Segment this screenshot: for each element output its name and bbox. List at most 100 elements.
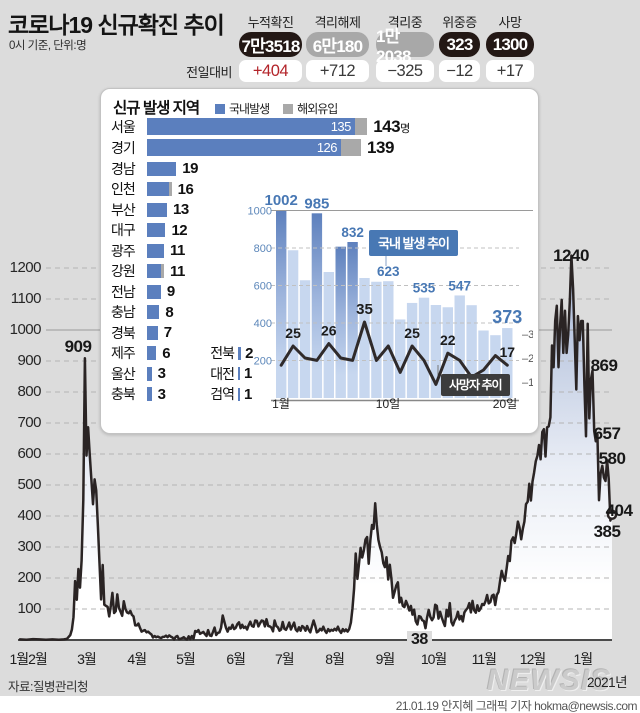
mini-death-label-day-8: 35 bbox=[356, 301, 373, 318]
mini-bar-day-7 bbox=[347, 242, 358, 398]
month-tick-8: 10월 bbox=[420, 651, 447, 667]
region-row-서울: 서울 135 143명 bbox=[111, 117, 531, 136]
mini-death-label-day-12: 25 bbox=[404, 325, 420, 341]
mini-ytick-400: 400 bbox=[254, 318, 272, 330]
newsis-watermark-logo: NEWSIS bbox=[487, 664, 612, 697]
y-tick-1200: 1200 bbox=[9, 259, 42, 276]
domestic-bar-segment bbox=[238, 367, 240, 380]
death-trend-callout: 사망자 추이 bbox=[441, 374, 510, 396]
region-row-대구: 대구 12 bbox=[111, 222, 531, 239]
legend-item-overseas: 해외유입 bbox=[283, 100, 338, 117]
mini-xtick-2: 20일 bbox=[493, 397, 517, 409]
stat-delta-pill-3: −12 bbox=[439, 60, 480, 82]
stat-header-3: 위중증 bbox=[442, 15, 477, 30]
mini-ytick-600: 600 bbox=[254, 281, 272, 293]
mini-bar-day-5 bbox=[323, 272, 334, 398]
mini-right-tick-10: –10 bbox=[522, 377, 533, 389]
region-name: 대전 bbox=[210, 365, 235, 382]
region-total: 139 bbox=[367, 137, 394, 157]
mini-xtick-1: 10일 bbox=[376, 397, 400, 409]
stat-header-0: 누적확진 bbox=[247, 15, 294, 30]
y-tick-1000: 1000 bbox=[9, 321, 42, 338]
month-tick-5: 7월 bbox=[275, 651, 295, 667]
stat-header-1: 격리해제 bbox=[314, 15, 361, 30]
region-name: 인천 bbox=[111, 181, 136, 197]
region-bar bbox=[147, 305, 160, 319]
mini-xtick-0: 1월 bbox=[272, 397, 290, 409]
month-tick-0: 1월2월 bbox=[9, 651, 47, 667]
domestic-bar-segment: 135 bbox=[147, 118, 355, 135]
mini-death-label-day-15: 22 bbox=[440, 332, 456, 348]
region-row-검역: 검역 1 bbox=[198, 386, 318, 403]
month-tick-1: 3월 bbox=[77, 651, 97, 667]
y-tick-300: 300 bbox=[17, 538, 41, 555]
region-total: 3 bbox=[157, 385, 166, 403]
region-bar bbox=[147, 346, 157, 360]
y-tick-1100: 1100 bbox=[10, 290, 42, 307]
month-tick-4: 6월 bbox=[226, 651, 246, 667]
region-bar bbox=[238, 387, 240, 401]
region-row-부산: 부산 13 bbox=[111, 201, 531, 218]
mini-bar-day-13 bbox=[418, 297, 430, 398]
mini-bar-day-8 bbox=[359, 278, 370, 398]
region-name: 경기 bbox=[111, 139, 136, 156]
month-tick-7: 9월 bbox=[375, 651, 396, 667]
region-total: 6 bbox=[162, 344, 171, 362]
region-total: 9 bbox=[166, 283, 175, 300]
annotation-657: 657 bbox=[593, 424, 621, 443]
stat-delta-pill-0: +404 bbox=[239, 60, 302, 82]
mini-bar-day-1 bbox=[276, 210, 287, 398]
mini-bar-day-2 bbox=[287, 250, 299, 398]
region-name: 충남 bbox=[111, 304, 136, 320]
mini-right-tick-20: –20 bbox=[522, 353, 533, 365]
mini-bar-day-3 bbox=[299, 280, 311, 398]
region-name: 대구 bbox=[111, 222, 136, 238]
legend-label-overseas: 해외유입 bbox=[297, 102, 338, 116]
domestic-bar-segment bbox=[147, 264, 161, 278]
region-bar: 135 bbox=[147, 118, 368, 135]
stat-delta-pill-4: +17 bbox=[486, 60, 534, 82]
mini-bar-day-9 bbox=[371, 281, 382, 398]
y-tick-400: 400 bbox=[17, 507, 41, 524]
domestic-count-label: 126 bbox=[316, 140, 338, 155]
stat-delta-pill-1: +712 bbox=[306, 60, 369, 82]
domestic-bar-segment bbox=[238, 346, 242, 360]
mini-bar-day-14 bbox=[430, 305, 442, 398]
domestic-bar-segment bbox=[147, 387, 152, 401]
region-row-울산: 울산 3 bbox=[111, 365, 531, 382]
overseas-legend-swatch bbox=[283, 103, 294, 114]
month-tick-9: 11월 bbox=[471, 651, 497, 667]
region-bar bbox=[238, 346, 242, 360]
domestic-bar-segment: 126 bbox=[147, 139, 342, 156]
month-tick-3: 5월 bbox=[176, 651, 196, 667]
mini-bar-day-19 bbox=[490, 335, 501, 398]
y-tick-500: 500 bbox=[17, 476, 41, 493]
region-inset-panel: 신규 발생 지역 국내발생 해외유입 서울 135 143명 경기 126 139 경남 19… bbox=[100, 88, 539, 434]
month-tick-11: 1월 bbox=[573, 651, 593, 667]
region-bar bbox=[147, 223, 166, 237]
region-row-경북: 경북 7 bbox=[111, 324, 531, 341]
mini-ytick-200: 200 bbox=[254, 356, 272, 368]
region-row-대전: 대전 1 bbox=[198, 365, 318, 382]
mini-death-label-day-2: 25 bbox=[285, 325, 301, 341]
graphic-credit: 21.01.19 안지혜 그래픽 기자 hokma@newsis.com bbox=[395, 699, 638, 713]
region-total: 11 bbox=[169, 242, 185, 259]
stat-value-pill-1: 6만180 bbox=[306, 32, 369, 57]
mini-bar-label-day-1: 1002 bbox=[265, 192, 298, 209]
region-total: 1 bbox=[244, 365, 252, 382]
region-row-강원: 강원 11 bbox=[111, 263, 531, 280]
mini-ytick-1000: 1000 bbox=[248, 206, 272, 218]
region-total: 2 bbox=[245, 344, 253, 362]
domestic-bar-segment bbox=[147, 243, 164, 258]
region-name: 부산 bbox=[111, 201, 136, 218]
region-row-충북: 충북 3 bbox=[111, 386, 531, 403]
region-row-제주: 제주 6 bbox=[111, 345, 531, 362]
annotation-869: 869 bbox=[590, 356, 618, 375]
region-total: 8 bbox=[165, 303, 174, 321]
domestic-bar-segment bbox=[147, 182, 169, 196]
stat-value-pill-0: 7만3518 bbox=[239, 32, 302, 57]
mini-death-label-day-5: 26 bbox=[321, 323, 337, 339]
month-tick-10: 12월 bbox=[519, 651, 546, 667]
region-bar bbox=[147, 387, 152, 401]
